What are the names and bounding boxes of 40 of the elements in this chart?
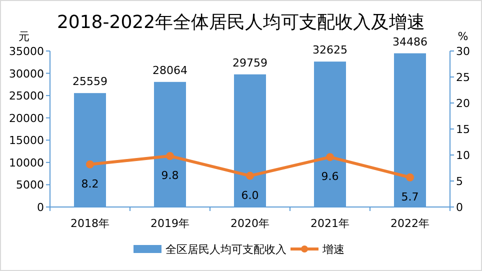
point — [166, 152, 174, 160]
point — [326, 153, 334, 162]
data-label: 5.7 — [401, 190, 419, 204]
data-label: 9.8 — [161, 169, 179, 182]
data-label: 25559 — [72, 75, 108, 88]
y2-tick-label: 10 — [456, 149, 470, 162]
data-label: 32625 — [312, 44, 348, 57]
point — [246, 172, 254, 180]
y-tick-label: 10000 — [9, 156, 44, 170]
y-tick-label: 15000 — [9, 134, 44, 148]
y2-tick-label: 5 — [456, 175, 463, 188]
data-label: 29759 — [232, 56, 268, 70]
x-tick-label: 2020年 — [230, 217, 270, 230]
point — [86, 160, 94, 168]
x-tick-label: 2018年 — [70, 217, 110, 230]
y-tick-label: 35000 — [9, 45, 44, 58]
y2-tick-label: 15 — [456, 123, 470, 136]
y2-tick-label: 20 — [456, 97, 470, 110]
chart-title: 2018-2022年全体居民人均可支配收入及增速 — [56, 12, 426, 33]
y-tick-label: 25000 — [9, 90, 44, 103]
y-axis-title: 元 — [18, 30, 30, 43]
x-tick-label: 2019年 — [150, 217, 190, 230]
y2-tick-label: 30 — [456, 45, 470, 58]
data-label: 9.6 — [321, 170, 339, 184]
legend-label: 全区居民人均可支配收入 — [166, 243, 286, 256]
legend-label: 增速 — [322, 243, 344, 256]
y2-tick-label: 25 — [456, 71, 470, 84]
y2-tick-label: 0 — [456, 201, 463, 214]
x-tick-label: 2021年 — [310, 217, 350, 230]
y-tick-label: 20000 — [9, 112, 44, 125]
data-label: 6.0 — [241, 188, 259, 202]
y-tick-label: 0 — [37, 201, 44, 214]
point — [406, 173, 414, 182]
data-label: 8.2 — [81, 177, 99, 190]
data-label: 34486 — [392, 35, 428, 48]
data-label: 28064 — [152, 64, 188, 77]
y2-axis-title: % — [458, 30, 468, 43]
y-tick-label: 30000 — [9, 67, 44, 80]
y-tick-label: 5000 — [16, 178, 44, 192]
x-tick-label: 2022年 — [390, 217, 430, 230]
